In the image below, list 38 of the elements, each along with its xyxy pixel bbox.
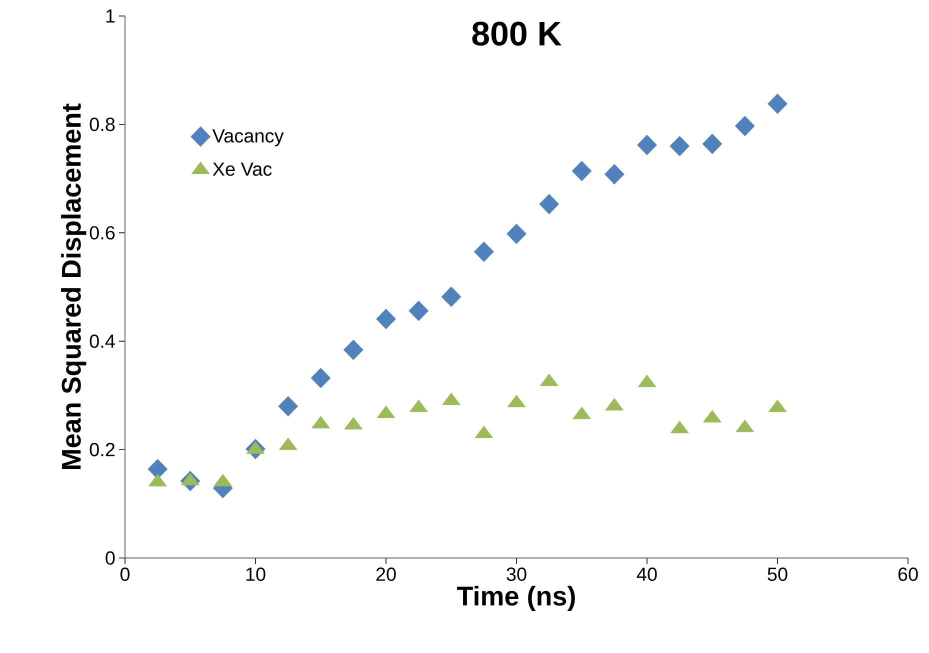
chart-title: 800 K — [472, 22, 562, 46]
point — [604, 164, 624, 184]
y-tick-label: 1 — [106, 9, 115, 23]
point — [572, 160, 592, 182]
point — [539, 194, 560, 214]
point — [702, 134, 722, 154]
x-tick-label: 50 — [768, 568, 788, 581]
point — [181, 472, 200, 486]
y-tick-label: 0.8 — [90, 118, 115, 132]
point — [312, 416, 330, 428]
point — [441, 286, 462, 307]
point — [670, 136, 690, 156]
x-tick-label: 0 — [120, 568, 130, 581]
point — [442, 392, 460, 406]
y-tick-label: 0.4 — [90, 334, 115, 348]
x-tick-label: 10 — [246, 568, 266, 581]
x-tick-label: 20 — [376, 568, 396, 581]
y-axis-title: Mean Squared Displacement — [61, 104, 86, 469]
point — [506, 224, 526, 244]
point — [343, 340, 364, 360]
y-tick-label: 0.2 — [90, 442, 115, 456]
point — [572, 406, 591, 420]
x-axis-title: Time (ns) — [457, 586, 575, 611]
point — [310, 368, 331, 388]
legend-label: Xe Vac — [212, 162, 272, 176]
point — [376, 308, 396, 330]
point — [474, 242, 494, 262]
legend-label: Vacancy — [212, 129, 284, 146]
point — [408, 300, 429, 322]
point — [768, 94, 788, 114]
x-tick-label: 40 — [636, 568, 657, 581]
y-tick-label: 0.6 — [90, 226, 115, 240]
point — [637, 134, 657, 156]
point — [734, 116, 755, 136]
x-tick-label: 60 — [898, 568, 918, 581]
point — [703, 410, 722, 422]
x-tick-label: 30 — [506, 568, 526, 581]
y-tick-label: 0 — [106, 551, 115, 565]
